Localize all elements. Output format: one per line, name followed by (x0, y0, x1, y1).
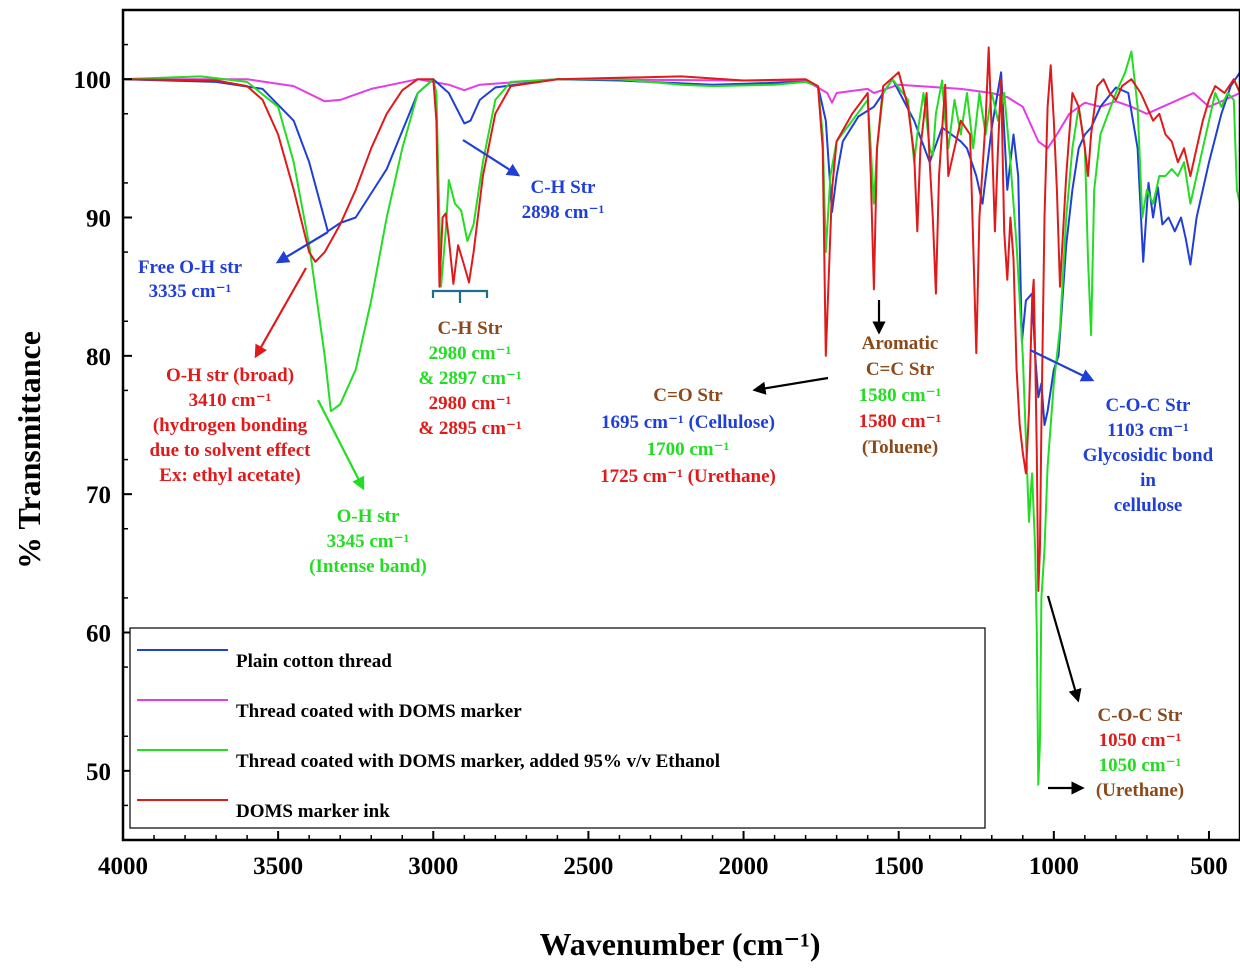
annotation-arrow (254, 267, 307, 359)
annotation-line: 3345 cm⁻¹ (327, 531, 410, 552)
x-tick-label: 3000 (408, 853, 458, 880)
annotation-line: & 2895 cm⁻¹ (418, 418, 521, 439)
annotation-line: C=C Str (866, 359, 935, 380)
annotation-coc-glyco: C-O-C Str 1103 cm⁻¹ Glycosidic bond in cellu… (1083, 395, 1214, 516)
annotation-line: 1700 cm⁻¹ (647, 439, 730, 460)
series-line-2 (123, 50, 1240, 786)
annotation-line: C-O-C Str (1106, 395, 1192, 416)
annotation-line: 2980 cm⁻¹ (429, 343, 512, 364)
annotation-line: O-H str (broad) (166, 365, 294, 386)
y-tick-label: 100 (74, 67, 112, 94)
x-tick-label: 4000 (98, 853, 148, 880)
y-tick-label: 80 (86, 344, 111, 371)
annotation-line: (Toluene) (862, 437, 938, 458)
annotation-line: 1695 cm⁻¹ (Cellulose) (601, 412, 775, 433)
legend-entry: Thread coated with DOMS marker (236, 701, 522, 722)
annotation-line: (Urethane) (1096, 780, 1184, 801)
annotation-line: cellulose (1114, 495, 1183, 516)
series-line-3 (123, 46, 1240, 592)
annotation-line: O-H str (337, 506, 400, 527)
annotation-arrow (1046, 595, 1082, 703)
annotation-free-oh: Free O-H str 3335 cm⁻¹ (138, 257, 243, 302)
annotation-ch-marker: C-H Str 2980 cm⁻¹ & 2897 cm⁻¹ 2980 cm⁻¹ & 28… (418, 318, 521, 439)
legend-entry: Thread coated with DOMS marker, added 95… (236, 751, 720, 772)
annotation-line: 2980 cm⁻¹ (429, 393, 512, 414)
annotation-line: Glycosidic bond (1083, 445, 1214, 466)
annotation-line: 1580 cm⁻¹ (859, 385, 942, 406)
annotation-arrow (462, 139, 521, 177)
annotation-line: (Intense band) (309, 556, 427, 577)
annotation-line: 1050 cm⁻¹ (1099, 755, 1182, 776)
annotation-aromatic: Aromatic C=C Str 1580 cm⁻¹ 1580 cm⁻¹ (Toluen… (859, 333, 942, 458)
legend-entry: Plain cotton thread (236, 651, 392, 672)
y-tick-label: 70 (86, 482, 111, 509)
annotation-oh-intense: O-H str 3345 cm⁻¹ (Intense band) (309, 506, 427, 577)
annotation-line: 3410 cm⁻¹ (189, 390, 272, 411)
annotation-line: C-H Str (438, 318, 503, 339)
axes-layer: 4000 3500 3000 2500 2000 1500 1000 500 50 60 70 80 9… (74, 43, 1228, 880)
annotation-layer: Free O-H str 3335 cm⁻¹ O-H str (broad) 3410… (138, 139, 1214, 801)
annotation-line: (hydrogen bonding (153, 415, 308, 436)
y-axis-label: % Transmittance (11, 331, 47, 569)
series-layer (123, 46, 1240, 786)
annotation-line: C=O Str (653, 385, 723, 406)
annotation-oh-broad: O-H str (broad) 3410 cm⁻¹ (hydrogen bondin… (150, 365, 312, 486)
x-tick-label: 1000 (1029, 853, 1079, 880)
series-line-1 (123, 78, 1240, 150)
annotation-line: 2898 cm⁻¹ (522, 202, 605, 223)
series-line-0 (123, 71, 1240, 426)
annotation-line: 1725 cm⁻¹ (Urethane) (600, 466, 776, 487)
annotation-line: & 2897 cm⁻¹ (418, 368, 521, 389)
annotation-line: Free O-H str (138, 257, 243, 278)
annotation-line: 1103 cm⁻¹ (1107, 420, 1189, 441)
x-tick-label: 500 (1190, 853, 1228, 880)
ch-doublet-bracket (431, 289, 489, 303)
x-tick-label: 2000 (719, 853, 769, 880)
annotation-line: Ex: ethyl acetate) (159, 465, 300, 486)
x-tick-label: 2500 (563, 853, 613, 880)
annotation-line: 3335 cm⁻¹ (149, 281, 232, 302)
annotation-ch-cotton: C-H Str 2898 cm⁻¹ (522, 177, 605, 223)
annotation-line: due to solvent effect (150, 440, 312, 461)
y-tick-label: 60 (86, 621, 111, 648)
annotation-arrow (317, 399, 365, 491)
annotation-line: 1580 cm⁻¹ (859, 411, 942, 432)
legend: Plain cotton thread Thread coated with DO… (129, 627, 986, 829)
annotation-co-str: C=O Str 1695 cm⁻¹ (Cellulose) 1700 cm⁻¹ 172… (600, 385, 776, 487)
annotation-line: 1050 cm⁻¹ (1099, 730, 1182, 751)
y-tick-label: 50 (86, 759, 111, 786)
annotation-line: Aromatic (862, 333, 939, 354)
legend-box (129, 627, 986, 829)
annotation-line: C-O-C Str (1098, 705, 1184, 726)
x-axis-label: Wavenumber (cm⁻¹) (540, 926, 821, 962)
y-tick-label: 90 (86, 206, 111, 233)
annotation-arrow (752, 376, 829, 395)
annotation-line: in (1140, 470, 1156, 491)
x-tick-label: 1500 (874, 853, 924, 880)
x-tick-label: 3500 (253, 853, 303, 880)
annotation-coc-urethane: C-O-C Str 1050 cm⁻¹ 1050 cm⁻¹ (Urethane) (1096, 705, 1184, 801)
annotation-arrow (275, 231, 329, 264)
legend-entry: DOMS marker ink (236, 801, 390, 822)
annotation-arrow (1029, 349, 1095, 382)
annotation-line: C-H Str (531, 177, 596, 198)
